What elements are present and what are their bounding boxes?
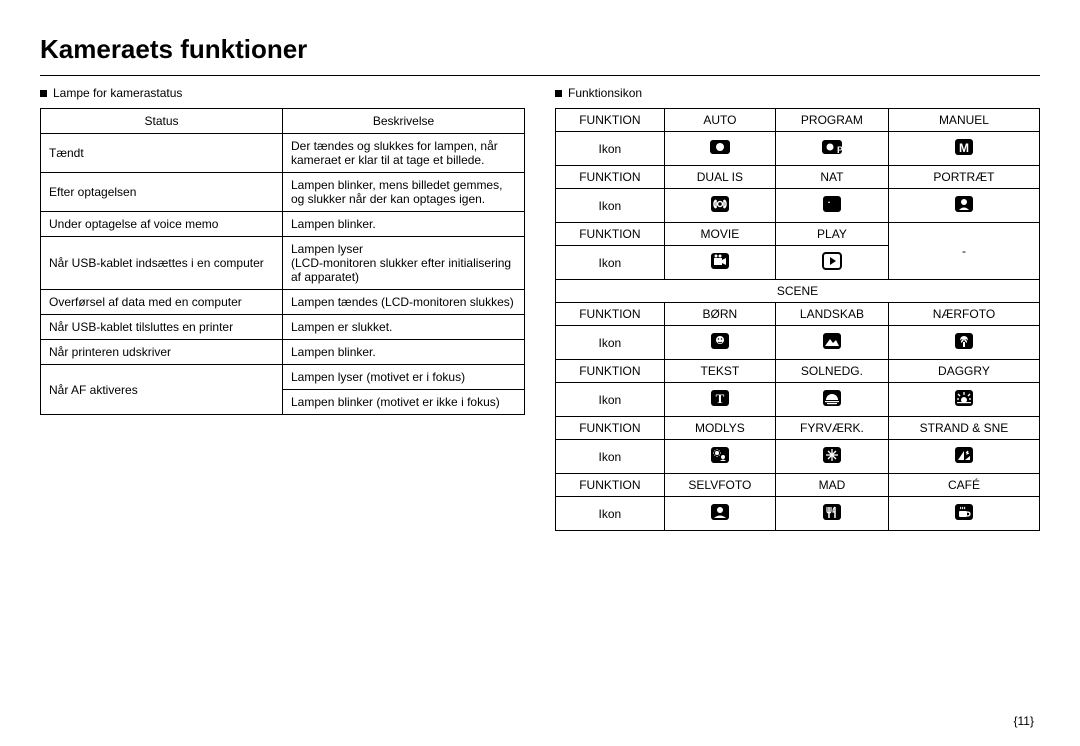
play-icon (820, 250, 844, 272)
firework-icon (820, 444, 844, 466)
svg-text:T: T (716, 391, 725, 406)
night-icon (820, 193, 844, 215)
children-icon (708, 330, 732, 352)
movie-icon (708, 250, 732, 272)
manual-icon: M (952, 136, 976, 158)
program-icon: P (820, 136, 844, 158)
right-section-label: Funktionsikon (555, 86, 1040, 100)
function-icon-table: FUNKTION AUTO PROGRAM MANUEL Ikon P M FU… (555, 108, 1040, 531)
auto-icon (708, 136, 732, 158)
table-row: TændtDer tændes og slukkes for lampen, n… (41, 134, 525, 173)
sunset-icon (820, 387, 844, 409)
svg-text:M: M (959, 141, 969, 155)
landscape-icon (820, 330, 844, 352)
portrait-icon (952, 193, 976, 215)
table-row: Når AF aktiveresLampen lyser (motivet er… (41, 365, 525, 390)
table-row: Efter optagelsenLampen blinker, mens bil… (41, 173, 525, 212)
bullet-icon (40, 90, 47, 97)
left-section-text: Lampe for kamerastatus (53, 86, 182, 100)
text-icon: T (708, 387, 732, 409)
page-number: {11} (1014, 714, 1034, 728)
table-row: Når USB-kablet tilsluttes en printerLamp… (41, 315, 525, 340)
title-rule (40, 75, 1040, 76)
closeup-icon (952, 330, 976, 352)
col-status: Status (41, 109, 283, 134)
status-table: Status Beskrivelse TændtDer tændes og sl… (40, 108, 525, 415)
table-row: Under optagelse af voice memoLampen blin… (41, 212, 525, 237)
page-title: Kameraets funktioner (40, 34, 1040, 71)
left-section-label: Lampe for kamerastatus (40, 86, 525, 100)
dawn-icon (952, 387, 976, 409)
table-row: Når printeren udskriverLampen blinker. (41, 340, 525, 365)
cafe-icon (952, 501, 976, 523)
selfshot-icon (708, 501, 732, 523)
table-row: Overførsel af data med en computerLampen… (41, 290, 525, 315)
scene-header: SCENE (556, 280, 1040, 303)
table-row: Når USB-kablet indsættes i en computerLa… (41, 237, 525, 290)
beach-icon (952, 444, 976, 466)
col-desc: Beskrivelse (283, 109, 525, 134)
backlight-icon (708, 444, 732, 466)
right-section-text: Funktionsikon (568, 86, 642, 100)
dualis-icon (708, 193, 732, 215)
food-icon (820, 501, 844, 523)
svg-text:P: P (837, 145, 843, 155)
bullet-icon (555, 90, 562, 97)
